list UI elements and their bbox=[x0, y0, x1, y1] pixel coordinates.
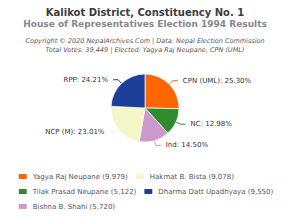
svg-text:Dharma Datt Upadhyaya (9,550): Dharma Datt Upadhyaya (9,550) bbox=[158, 188, 273, 196]
svg-text:Ind: 14.50%: Ind: 14.50% bbox=[166, 141, 209, 149]
svg-text:Copyright © 2020 NepalArchives: Copyright © 2020 NepalArchives.Com | Dat… bbox=[25, 37, 264, 45]
svg-text:Tilak Prasad Neupane (5,122): Tilak Prasad Neupane (5,122) bbox=[32, 188, 137, 196]
svg-text:Hakmat B. Bista (9,078): Hakmat B. Bista (9,078) bbox=[150, 173, 234, 181]
svg-text:House of Representatives Elect: House of Representatives Election 1994 R… bbox=[23, 19, 267, 29]
svg-text:CPN (UML): 25.30%: CPN (UML): 25.30% bbox=[183, 77, 252, 85]
svg-text:Yagya Raj Neupane (9,979): Yagya Raj Neupane (9,979) bbox=[32, 173, 128, 181]
svg-text:Total Votes: 39,449 | Elected:: Total Votes: 39,449 | Elected: Yagya Raj… bbox=[46, 46, 245, 54]
svg-text:NC: 12.98%: NC: 12.98% bbox=[191, 120, 233, 128]
svg-text:NCP (M): 23.01%: NCP (M): 23.01% bbox=[45, 128, 105, 136]
svg-text:RPP: 24.21%: RPP: 24.21% bbox=[64, 76, 109, 84]
svg-text:Bishna B. Shahi (5,720): Bishna B. Shahi (5,720) bbox=[33, 203, 116, 211]
svg-text:Kalikot District, Constituency: Kalikot District, Constituency No. 1 bbox=[46, 7, 244, 18]
